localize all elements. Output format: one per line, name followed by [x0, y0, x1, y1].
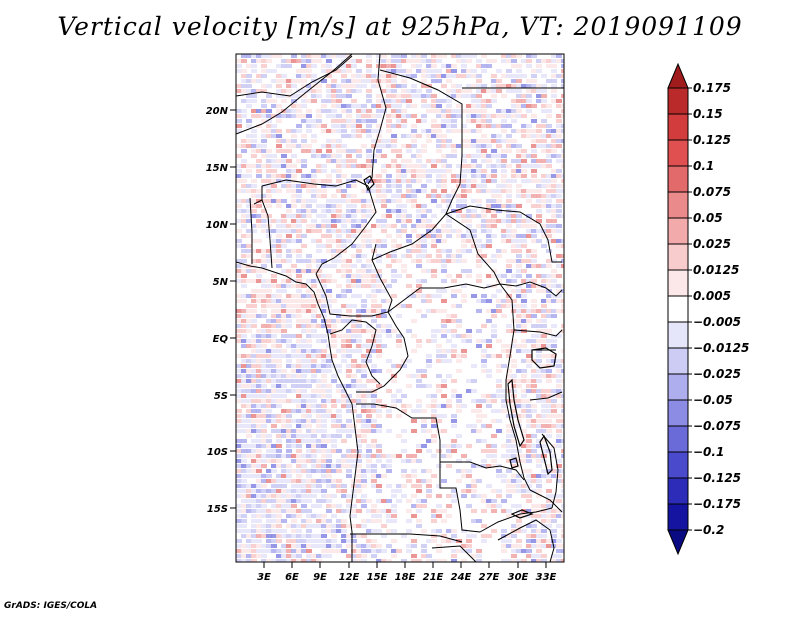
lake-kariba — [510, 509, 534, 519]
colorbar-boxes — [667, 62, 689, 556]
colorbar-label: 0.005 — [693, 289, 731, 303]
colorbar-label: 0.025 — [693, 237, 731, 251]
colorbar-box — [667, 295, 689, 323]
lat-tick-label: 15N — [206, 163, 229, 174]
colorbar-box — [667, 321, 689, 349]
lakes — [363, 175, 557, 519]
colorbar-box — [667, 269, 689, 297]
border-car-drc — [387, 283, 501, 313]
colorbar-label: 0.15 — [693, 107, 723, 121]
colorbar-box — [667, 373, 689, 401]
border-congo-drc — [356, 311, 409, 393]
lon-tick-label: 24E — [451, 572, 472, 583]
colorbar-label: −0.2 — [693, 523, 724, 537]
colorbar-label: 0.175 — [693, 81, 731, 95]
colorbar-box — [667, 477, 689, 505]
map-title: Vertical velocity [m/s] at 925hPa, VT: 2… — [57, 12, 743, 41]
colorbar-label: 0.05 — [693, 211, 723, 225]
colorbar-box — [667, 217, 689, 245]
colorbar-label: 0.0125 — [693, 263, 739, 277]
lon-tick-label: 6E — [285, 572, 299, 583]
lake-tanganyika — [507, 378, 525, 448]
colorbar-min-triangle — [667, 529, 689, 556]
grads-credit: GrADS: IGES/COLA — [4, 601, 98, 611]
border-benin-togo — [249, 197, 263, 264]
lake-mweru — [509, 457, 519, 469]
border-south-sudan — [499, 281, 563, 297]
border-west-sahara — [236, 55, 353, 97]
lake-victoria — [531, 347, 557, 369]
colorbar-label: −0.125 — [693, 471, 741, 485]
border-libya-sudan — [379, 69, 463, 215]
colorbar-labels: 0.175 0.15 0.125 0.1 0.075 0.05 0.025 0.0125 0.0… — [688, 81, 749, 537]
colorbar-box — [667, 165, 689, 193]
lon-tick-label: 21E — [423, 572, 444, 583]
colorbar-box — [667, 451, 689, 479]
colorbar-box — [667, 191, 689, 219]
map-frame — [235, 53, 565, 563]
border-sudan-south — [445, 205, 562, 263]
lon-tick-label: 27E — [479, 572, 500, 583]
lat-tick-label: 20N — [206, 106, 229, 117]
lat-tick-label: 10N — [206, 220, 229, 231]
border-zambia-south — [479, 507, 553, 533]
country-borders — [236, 54, 564, 562]
colorbar-box — [667, 113, 689, 141]
lon-tick-label: 9E — [313, 572, 327, 583]
lon-tick-label: 33E — [536, 572, 557, 583]
lat-tick-label: 5N — [213, 277, 229, 288]
lon-tick-label: 15E — [367, 572, 388, 583]
colorbar-box — [667, 243, 689, 271]
border-nigeria-west — [261, 186, 273, 269]
colorbar-label: −0.05 — [693, 393, 733, 407]
border-gabon-congo — [329, 319, 381, 385]
colorbar-max-triangle — [667, 62, 689, 89]
lat-tick-label: EQ — [213, 334, 229, 345]
colorbar-label: 0.125 — [693, 133, 731, 147]
border-nigeria-east — [315, 185, 377, 275]
colorbar-box — [667, 503, 689, 531]
lon-tick-label: 3E — [257, 572, 271, 583]
lake-malawi — [539, 434, 553, 476]
border-cameroon — [315, 243, 393, 317]
colorbar-label: 0.075 — [693, 185, 731, 199]
coastline — [236, 261, 359, 562]
border-tanzania — [529, 391, 563, 513]
colorbar-box — [667, 87, 689, 115]
border-malawi — [541, 433, 559, 509]
colorbar-box — [667, 347, 689, 375]
colorbar-label: −0.005 — [693, 315, 741, 329]
border-angola-namibia — [350, 533, 463, 543]
border-drc-east — [499, 283, 531, 491]
border-mali-niger — [236, 54, 353, 135]
colorbar-label: −0.0125 — [693, 341, 749, 355]
longitude-axis: 3E 6E 9E 12E 15E 18E 21E 24E 27E 30E 33E — [257, 562, 557, 583]
lat-tick-label: 15S — [207, 504, 228, 515]
lake-chad — [363, 175, 375, 192]
border-niger-chad — [367, 54, 387, 185]
colorbar-box — [667, 139, 689, 167]
colorbar-box — [667, 425, 689, 453]
colorbar-label: −0.1 — [693, 445, 724, 459]
vertical-velocity-field — [236, 54, 564, 562]
lon-tick-label: 30E — [508, 572, 529, 583]
lon-tick-label: 12E — [339, 572, 360, 583]
lon-tick-label: 18E — [395, 572, 416, 583]
latitude-axis: 20N 15N 10N 5N EQ 5S 10S 15S — [206, 106, 236, 515]
border-zimbabwe — [431, 519, 555, 562]
colorbar-label: −0.075 — [693, 419, 741, 433]
colorbar-label: −0.175 — [693, 497, 741, 511]
lat-tick-label: 10S — [207, 447, 228, 458]
colorbar-label: −0.025 — [693, 367, 741, 381]
border-angola-zambia — [439, 462, 481, 533]
border-angola-drc — [356, 403, 525, 481]
border-nigeria-north — [261, 179, 369, 187]
lat-tick-label: 5S — [214, 391, 228, 402]
colorbar-label: 0.1 — [693, 159, 714, 173]
colorbar-box — [667, 399, 689, 427]
